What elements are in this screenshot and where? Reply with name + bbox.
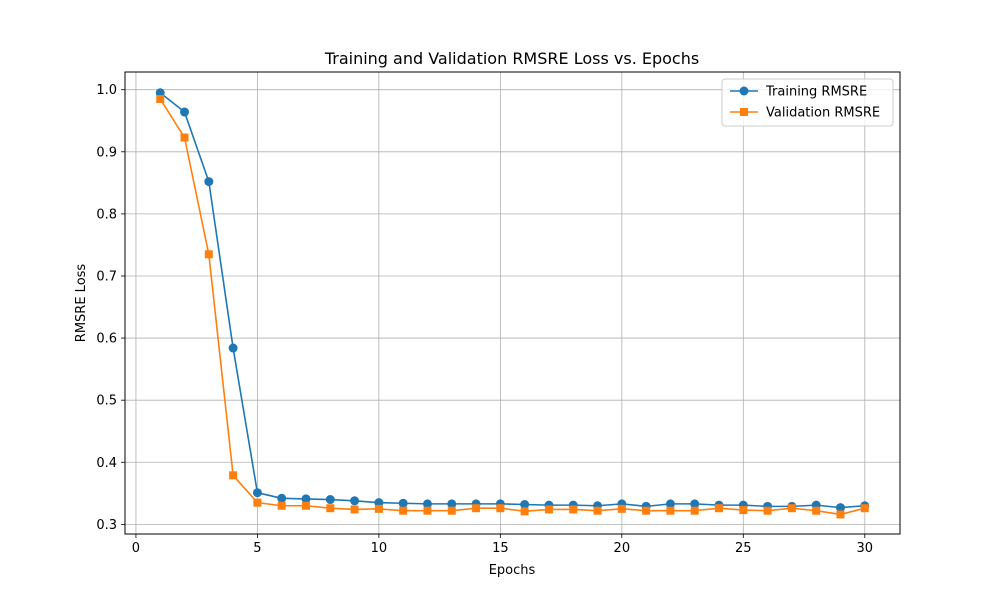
data-point — [447, 499, 457, 509]
data-point — [812, 506, 821, 515]
data-point — [496, 504, 505, 513]
data-point — [156, 95, 165, 104]
data-point — [836, 510, 845, 519]
data-point — [229, 471, 238, 480]
data-point — [253, 498, 262, 507]
series-line — [159, 98, 865, 516]
data-point — [690, 506, 699, 515]
tick-layer: 0 5 10 15 20 25 30 0.3 0.4 0.5 0.6 0.7 0.8 0.9 1.0 — [96, 83, 873, 556]
data-point — [398, 498, 408, 508]
data-point — [228, 343, 238, 353]
series-layer — [155, 88, 870, 519]
series-validation-rmsre — [156, 95, 869, 519]
data-point — [690, 499, 700, 509]
data-point — [787, 504, 796, 513]
x-tick-label: 10 — [371, 541, 388, 556]
y-axis-label: RMSRE Loss — [74, 264, 89, 343]
grid — [125, 72, 900, 534]
legend: Training RMSRE Validation RMSRE — [721, 78, 894, 127]
x-tick-label: 5 — [253, 541, 261, 556]
data-point — [763, 506, 772, 515]
y-tick-label: 0.7 — [96, 269, 117, 284]
data-point — [593, 506, 602, 515]
data-point — [350, 505, 359, 514]
y-tick-label: 0.8 — [96, 207, 117, 222]
data-point — [350, 496, 360, 506]
legend-box — [721, 78, 894, 127]
data-point — [422, 499, 432, 509]
data-point — [204, 177, 214, 187]
data-point — [617, 504, 626, 513]
data-point — [301, 494, 311, 504]
legend-marker — [739, 86, 749, 96]
data-point — [374, 504, 383, 513]
data-point — [666, 506, 675, 515]
data-point — [715, 504, 724, 513]
y-tick-label: 0.9 — [96, 145, 117, 160]
x-tick-label: 15 — [492, 541, 509, 556]
legend-label: Validation RMSRE — [766, 106, 880, 121]
legend-label: Training RMSRE — [765, 85, 867, 100]
data-point — [423, 506, 432, 515]
data-point — [301, 501, 310, 510]
data-point — [180, 107, 190, 117]
plot-frame — [124, 71, 901, 535]
data-point — [739, 506, 748, 515]
data-point — [447, 506, 456, 515]
x-tick-label: 30 — [856, 541, 873, 556]
data-point — [252, 488, 262, 498]
y-tick-label: 0.6 — [96, 332, 117, 347]
data-point — [520, 500, 530, 510]
data-point — [204, 250, 213, 259]
data-point — [326, 504, 335, 513]
y-tick-label: 0.3 — [96, 518, 117, 533]
y-tick-label: 0.5 — [96, 394, 117, 409]
x-tick-label: 25 — [735, 541, 752, 556]
data-point — [277, 501, 286, 510]
y-tick-label: 0.4 — [96, 456, 117, 471]
data-point — [520, 507, 529, 516]
data-point — [642, 506, 651, 515]
data-point — [835, 503, 845, 513]
data-point — [180, 133, 189, 142]
data-point — [325, 495, 335, 505]
x-tick-label: 20 — [614, 541, 631, 556]
x-axis-label: Epochs — [489, 563, 536, 578]
legend-marker — [740, 108, 748, 116]
data-point — [277, 493, 287, 503]
x-tick-label: 0 — [132, 541, 140, 556]
data-point — [569, 505, 578, 514]
data-point — [472, 504, 481, 513]
data-point — [544, 505, 553, 514]
y-tick-label: 1.0 — [96, 83, 117, 98]
data-point — [860, 504, 869, 513]
chart-title: Training and Validation RMSRE Loss vs. E… — [324, 49, 699, 68]
data-point — [665, 499, 675, 509]
data-point — [399, 506, 408, 515]
